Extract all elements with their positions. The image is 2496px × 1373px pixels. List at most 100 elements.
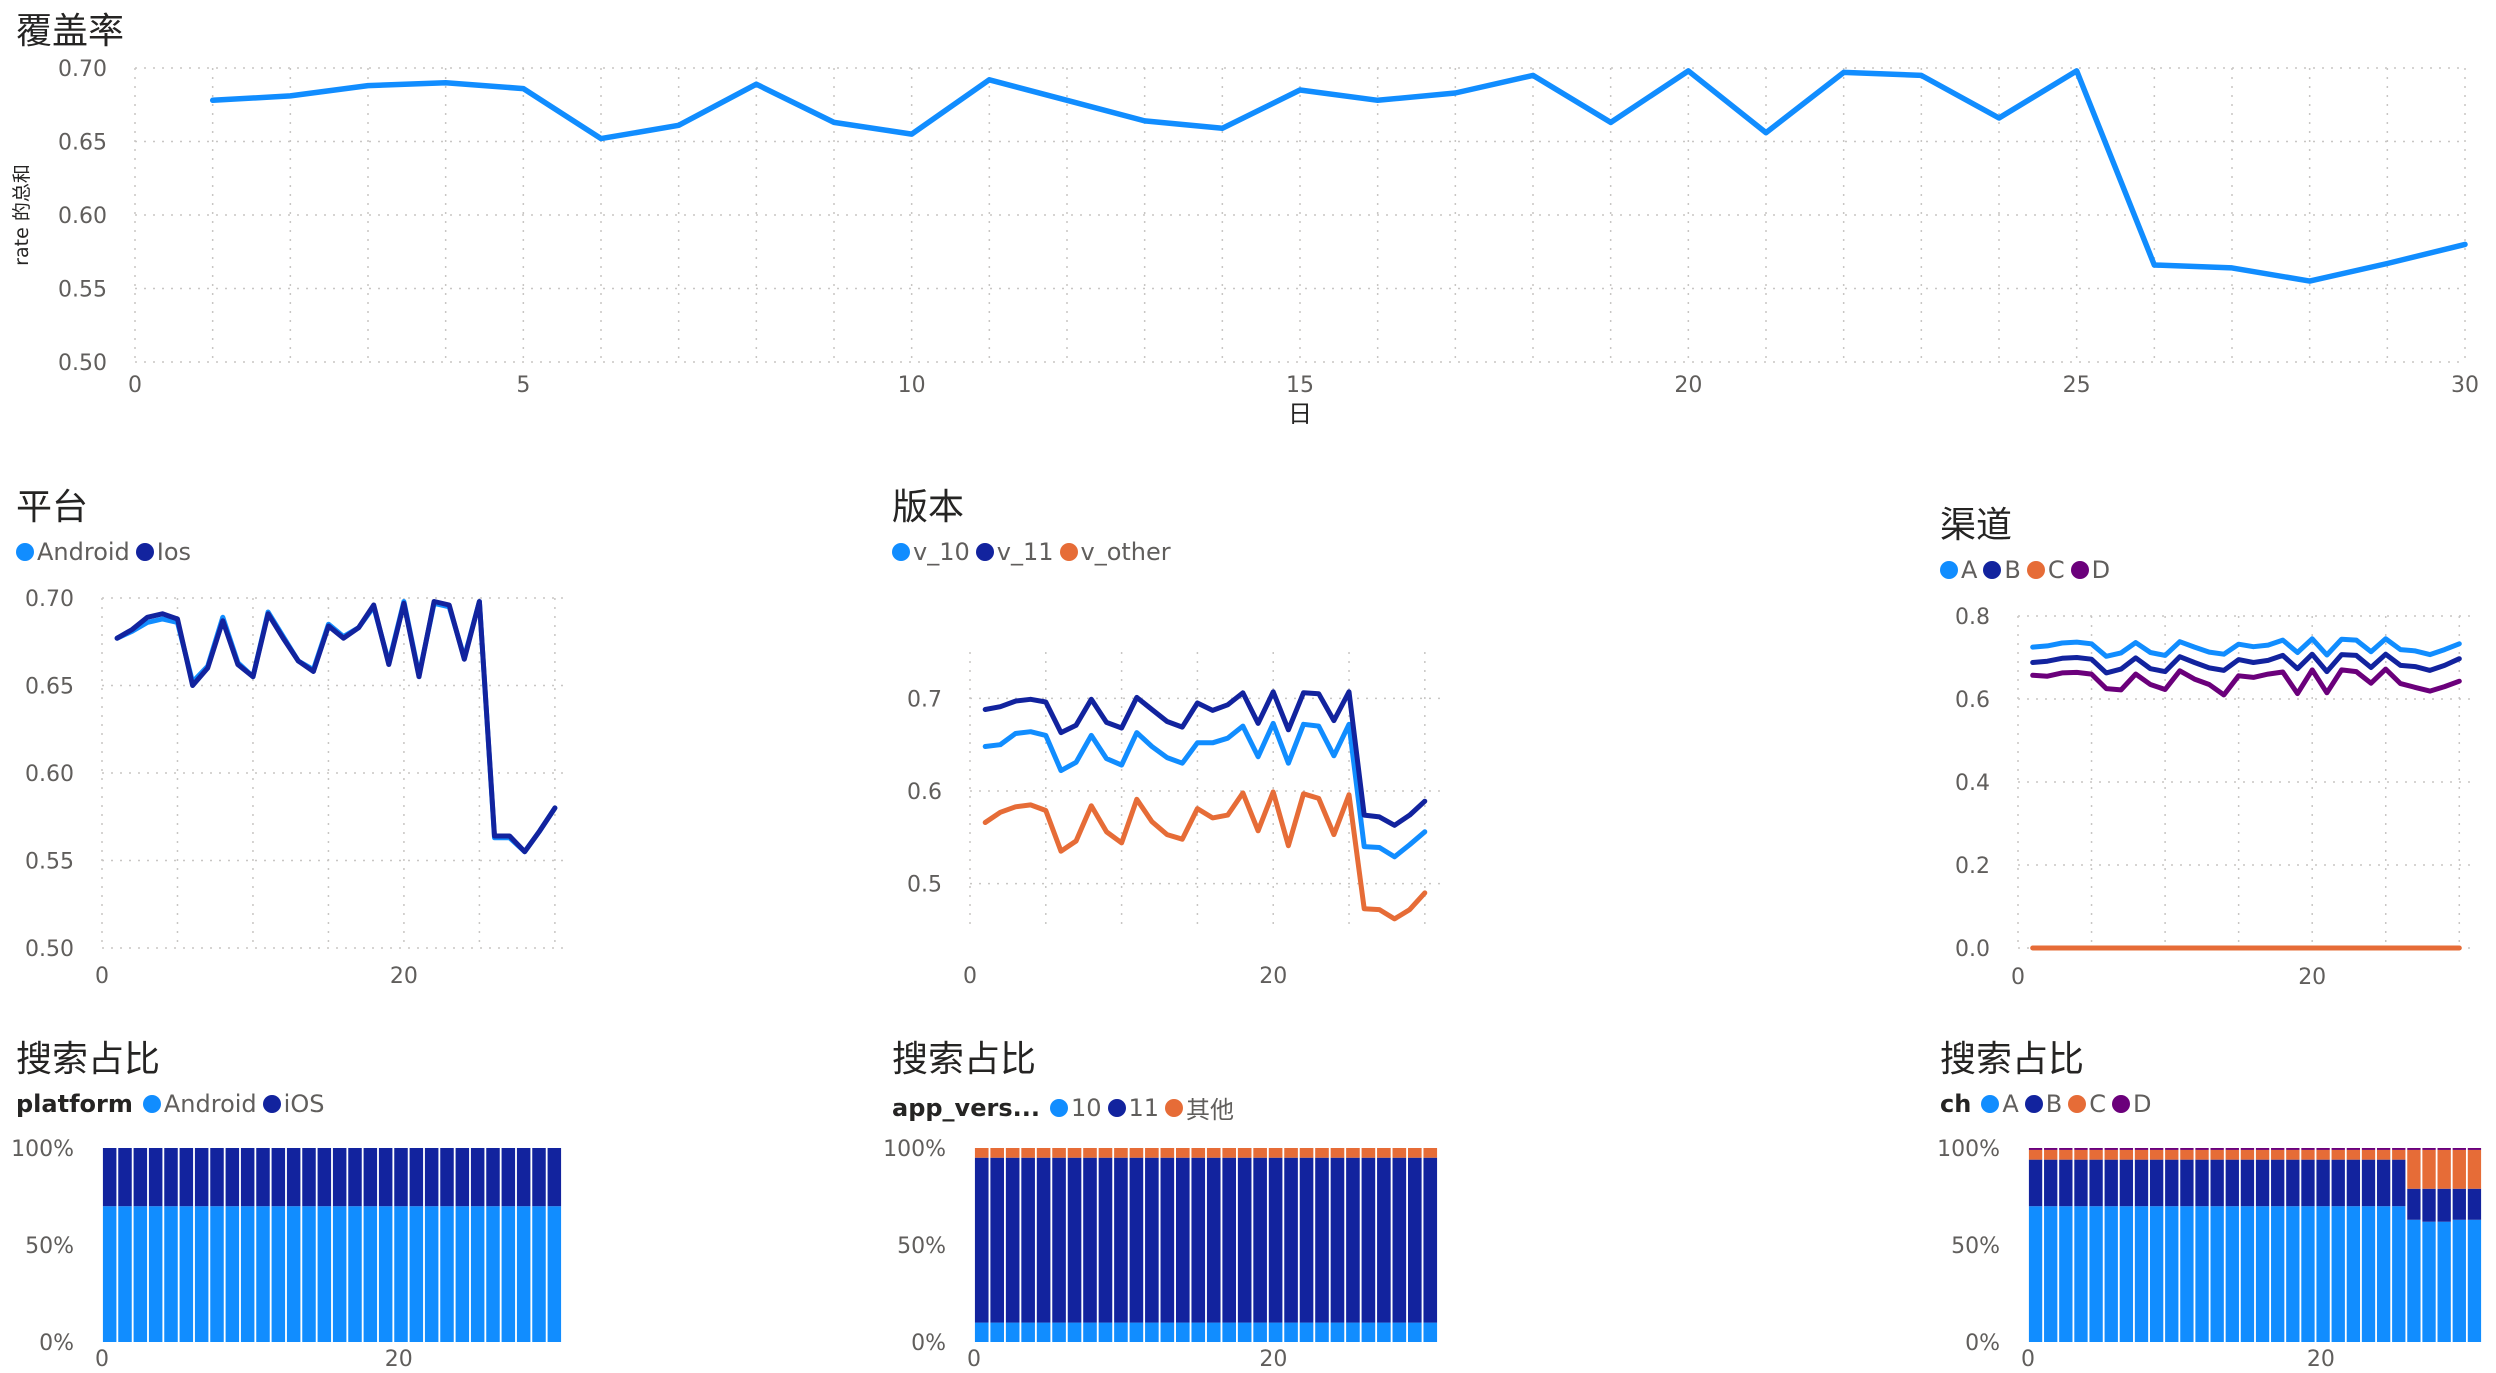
bar-segment[interactable] <box>194 1148 209 1207</box>
legend-item[interactable]: A <box>1981 1090 2019 1118</box>
bar-segment[interactable] <box>1315 1157 1329 1323</box>
bar-segment[interactable] <box>501 1206 516 1342</box>
bar-segment[interactable] <box>2195 1148 2209 1150</box>
bar-segment[interactable] <box>1423 1148 1438 1158</box>
bar-segment[interactable] <box>164 1206 178 1342</box>
bar-segment[interactable] <box>2346 1149 2361 1160</box>
bar-segment[interactable] <box>2316 1159 2330 1207</box>
series-line[interactable] <box>982 720 1428 860</box>
bar-segment[interactable] <box>2104 1148 2118 1150</box>
bar-segment[interactable] <box>1377 1322 1391 1342</box>
bar-segment[interactable] <box>2119 1206 2134 1342</box>
bar-segment[interactable] <box>2044 1148 2058 1150</box>
bar-segment[interactable] <box>990 1322 1005 1342</box>
bar-segment[interactable] <box>2059 1148 2073 1150</box>
bar-segment[interactable] <box>394 1148 408 1207</box>
bar-segment[interactable] <box>2437 1148 2451 1150</box>
bar-segment[interactable] <box>148 1206 163 1342</box>
bar-segment[interactable] <box>2240 1206 2255 1342</box>
bar-segment[interactable] <box>240 1206 255 1342</box>
bar-segment[interactable] <box>2301 1149 2315 1160</box>
bar-segment[interactable] <box>1392 1148 1407 1158</box>
bar-segment[interactable] <box>2134 1206 2149 1342</box>
bar-segment[interactable] <box>1036 1322 1051 1342</box>
bar-segment[interactable] <box>2134 1159 2149 1207</box>
bar-segment[interactable] <box>1346 1322 1360 1342</box>
bar-segment[interactable] <box>286 1206 301 1342</box>
bar-segment[interactable] <box>2240 1148 2255 1150</box>
bar-segment[interactable] <box>501 1148 516 1207</box>
bar-segment[interactable] <box>2028 1149 2043 1160</box>
bar-segment[interactable] <box>2452 1188 2466 1220</box>
bar-segment[interactable] <box>179 1148 194 1207</box>
bar-segment[interactable] <box>1191 1157 1206 1323</box>
bar-segment[interactable] <box>2165 1159 2179 1207</box>
bar-segment[interactable] <box>2346 1206 2361 1342</box>
bar-segment[interactable] <box>2286 1149 2300 1160</box>
bar-segment[interactable] <box>2437 1188 2451 1222</box>
bar-segment[interactable] <box>516 1206 531 1342</box>
search-version-bar-chart[interactable]: 0% 50% 100% 0 20 <box>870 1130 1470 1373</box>
bar-segment[interactable] <box>2301 1206 2315 1342</box>
bar-segment[interactable] <box>1114 1157 1128 1323</box>
bar-segment[interactable] <box>1392 1322 1407 1342</box>
bar-segment[interactable] <box>1237 1157 1252 1323</box>
bar-segment[interactable] <box>2059 1206 2073 1342</box>
bar-segment[interactable] <box>1160 1148 1175 1158</box>
bar-segment[interactable] <box>2376 1149 2391 1160</box>
bar-segment[interactable] <box>2059 1149 2073 1160</box>
bar-segment[interactable] <box>1083 1148 1097 1158</box>
bar-segment[interactable] <box>1315 1322 1329 1342</box>
bar-segment[interactable] <box>1284 1322 1298 1342</box>
bar-segment[interactable] <box>2437 1221 2451 1342</box>
bar-segment[interactable] <box>990 1157 1005 1323</box>
bar-segment[interactable] <box>1315 1148 1329 1158</box>
bar-segment[interactable] <box>1423 1157 1438 1323</box>
bar-segment[interactable] <box>302 1148 316 1207</box>
bar-segment[interactable] <box>1407 1148 1422 1158</box>
platform-line-chart[interactable]: 0.50 0.55 0.60 0.65 0.70 0 20 <box>0 580 600 990</box>
bar-segment[interactable] <box>2422 1188 2436 1222</box>
bar-segment[interactable] <box>1175 1322 1190 1342</box>
bar-segment[interactable] <box>1330 1157 1345 1323</box>
bar-segment[interactable] <box>2271 1149 2285 1160</box>
bar-segment[interactable] <box>118 1148 132 1207</box>
bar-segment[interactable] <box>409 1148 424 1207</box>
bar-segment[interactable] <box>1268 1157 1283 1323</box>
bar-segment[interactable] <box>2104 1206 2118 1342</box>
bar-segment[interactable] <box>2286 1148 2300 1150</box>
bar-segment[interactable] <box>2225 1149 2239 1160</box>
bar-segment[interactable] <box>2074 1149 2088 1160</box>
bar-segment[interactable] <box>1377 1157 1391 1323</box>
bar-segment[interactable] <box>1129 1322 1144 1342</box>
search-channel-legend[interactable]: ch A B C D <box>1940 1090 2157 1118</box>
bar-segment[interactable] <box>1067 1322 1082 1342</box>
bar-segment[interactable] <box>470 1148 485 1207</box>
bar-segment[interactable] <box>1129 1157 1144 1323</box>
bar-segment[interactable] <box>271 1148 286 1207</box>
bar-segment[interactable] <box>1067 1157 1082 1323</box>
bar-segment[interactable] <box>2180 1148 2194 1150</box>
bar-segment[interactable] <box>2210 1149 2224 1160</box>
bar-segment[interactable] <box>2361 1206 2376 1342</box>
bar-segment[interactable] <box>2407 1219 2421 1342</box>
channel-line-chart[interactable]: 0.0 0.2 0.4 0.6 0.8 0 20 <box>1920 596 2496 996</box>
bar-segment[interactable] <box>1145 1148 1159 1158</box>
bar-segment[interactable] <box>2255 1159 2270 1207</box>
bar-segment[interactable] <box>2149 1206 2164 1342</box>
legend-item[interactable]: C <box>2026 556 2065 584</box>
bar-segment[interactable] <box>440 1148 454 1207</box>
bar-segment[interactable] <box>532 1148 546 1207</box>
bar-segment[interactable] <box>455 1206 470 1342</box>
bar-segment[interactable] <box>2119 1159 2134 1207</box>
bar-segment[interactable] <box>2407 1149 2421 1189</box>
bar-segment[interactable] <box>302 1206 316 1342</box>
bar-segment[interactable] <box>1145 1322 1159 1342</box>
bar-segment[interactable] <box>974 1322 989 1342</box>
bar-segment[interactable] <box>1299 1148 1314 1158</box>
bar-segment[interactable] <box>2074 1206 2088 1342</box>
bar-segment[interactable] <box>1361 1157 1376 1323</box>
bar-segment[interactable] <box>1052 1322 1066 1342</box>
legend-item[interactable]: 其他 <box>1165 1090 1234 1125</box>
bar-segment[interactable] <box>1299 1157 1314 1323</box>
